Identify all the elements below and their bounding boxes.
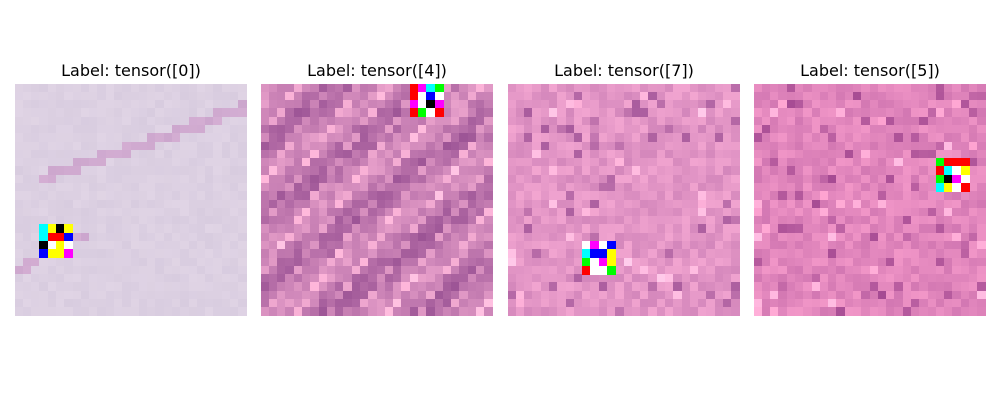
image-panel-0: Label: tensor([0]) bbox=[15, 58, 247, 316]
tissue-image bbox=[754, 84, 986, 316]
panel-title: Label: tensor([7]) bbox=[554, 61, 694, 80]
tissue-image bbox=[508, 84, 740, 316]
panel-title: Label: tensor([4]) bbox=[307, 61, 447, 80]
image-panel-3: Label: tensor([5]) bbox=[754, 58, 986, 316]
tissue-image bbox=[15, 84, 247, 316]
tissue-image bbox=[261, 84, 493, 316]
image-panel-1: Label: tensor([4]) bbox=[261, 58, 493, 316]
panel-title: Label: tensor([0]) bbox=[61, 61, 201, 80]
panel-title: Label: tensor([5]) bbox=[800, 61, 940, 80]
image-panel-2: Label: tensor([7]) bbox=[508, 58, 740, 316]
